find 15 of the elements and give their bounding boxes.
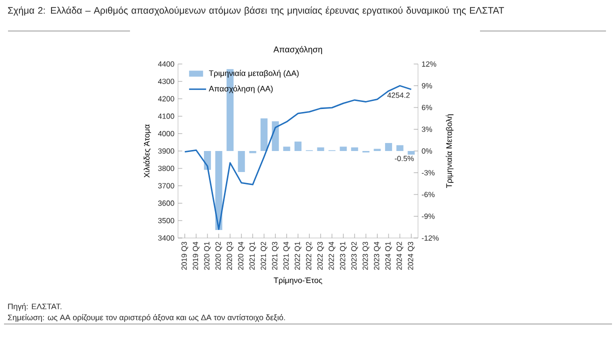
bar xyxy=(260,118,268,151)
bar xyxy=(408,151,415,155)
chart-subtitle: Απασχόληση xyxy=(273,46,322,54)
bar xyxy=(283,146,290,151)
bar xyxy=(317,147,324,151)
bar xyxy=(272,121,279,151)
bar xyxy=(294,142,302,151)
line-series xyxy=(184,85,412,230)
bar xyxy=(215,151,222,230)
bar xyxy=(340,146,347,151)
chart-title: Σχήμα 2: Ελλάδα – Αριθμός απασχολούμενων ατόμων βάσει της μηνιαίας έρευνας εργατικού δυναμικού της ΕΛΣΤΑΤ xyxy=(8,6,504,16)
bar xyxy=(238,151,245,172)
bar xyxy=(396,145,404,151)
bar xyxy=(385,143,392,151)
bar xyxy=(351,147,358,151)
